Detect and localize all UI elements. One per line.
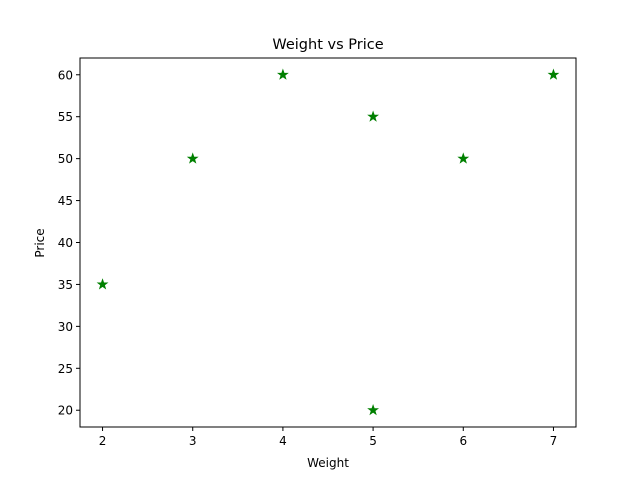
y-tick-label: 25 xyxy=(58,362,73,376)
x-tick-label: 3 xyxy=(189,434,197,448)
data-points xyxy=(96,68,560,416)
data-point-star xyxy=(186,152,199,164)
y-tick-label: 30 xyxy=(58,320,73,334)
data-point-star xyxy=(457,152,470,164)
y-tick-label: 35 xyxy=(58,278,73,292)
x-axis-ticks: 2 3 4 5 6 7 xyxy=(99,427,558,448)
y-tick-label: 60 xyxy=(58,68,73,82)
y-tick-label: 20 xyxy=(58,404,73,418)
x-tick-label: 7 xyxy=(550,434,558,448)
x-tick-label: 6 xyxy=(459,434,467,448)
data-point-star xyxy=(96,278,109,290)
x-axis-label: Weight xyxy=(307,456,349,470)
x-tick-label: 2 xyxy=(99,434,107,448)
x-tick-label: 4 xyxy=(279,434,287,448)
chart-title: Weight vs Price xyxy=(272,37,383,53)
y-tick-label: 45 xyxy=(58,194,73,208)
y-axis-ticks: 20 25 30 35 40 45 50 55 60 xyxy=(58,68,80,418)
y-tick-label: 55 xyxy=(58,110,73,124)
x-tick-label: 5 xyxy=(369,434,377,448)
data-point-star xyxy=(276,68,289,80)
data-point-star xyxy=(367,110,380,122)
data-point-star xyxy=(367,404,380,416)
y-tick-label: 50 xyxy=(58,152,73,166)
y-axis-label: Price xyxy=(33,228,47,257)
plot-area-frame xyxy=(79,57,577,428)
y-tick-label: 40 xyxy=(58,236,73,250)
data-point-star xyxy=(547,68,560,80)
